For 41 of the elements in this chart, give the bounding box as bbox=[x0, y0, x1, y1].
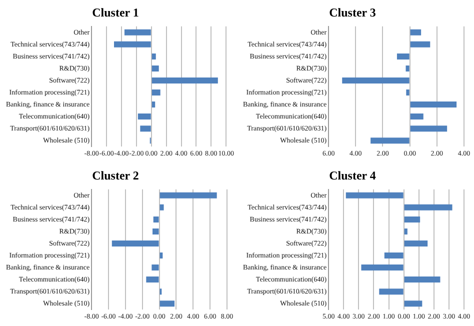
bar bbox=[410, 102, 457, 108]
bar bbox=[404, 240, 428, 246]
chart-title: Cluster 3 bbox=[329, 5, 376, 20]
bar bbox=[379, 288, 404, 295]
bar bbox=[153, 216, 159, 222]
bar bbox=[160, 192, 217, 198]
bar bbox=[342, 77, 410, 84]
bar bbox=[396, 53, 410, 60]
bar bbox=[138, 114, 151, 120]
chart-title: Cluster 2 bbox=[92, 168, 139, 182]
bar bbox=[404, 204, 452, 210]
bar bbox=[114, 41, 151, 48]
bar bbox=[361, 264, 404, 271]
bar bbox=[152, 77, 218, 84]
bar bbox=[152, 65, 159, 72]
bar bbox=[346, 192, 404, 198]
bar bbox=[406, 65, 410, 72]
bar bbox=[404, 300, 422, 307]
bar bbox=[410, 41, 430, 48]
bar bbox=[370, 138, 410, 144]
bar bbox=[152, 90, 160, 96]
bar bbox=[152, 228, 159, 234]
chart-title: Cluster 1 bbox=[92, 5, 139, 20]
bar bbox=[152, 53, 156, 60]
bar bbox=[404, 228, 408, 234]
bar bbox=[146, 276, 159, 283]
chart-title: Cluster 4 bbox=[329, 168, 376, 182]
bar bbox=[160, 204, 164, 210]
bar bbox=[410, 126, 448, 132]
bar bbox=[112, 240, 159, 246]
bar bbox=[404, 216, 420, 222]
bar bbox=[384, 252, 404, 259]
bar bbox=[160, 300, 175, 307]
bar bbox=[140, 126, 151, 132]
bar bbox=[124, 29, 151, 36]
bar bbox=[152, 264, 159, 271]
bar bbox=[152, 102, 156, 108]
bar bbox=[404, 276, 440, 283]
bar bbox=[410, 114, 424, 120]
bar bbox=[406, 90, 410, 96]
bar bbox=[410, 29, 422, 36]
